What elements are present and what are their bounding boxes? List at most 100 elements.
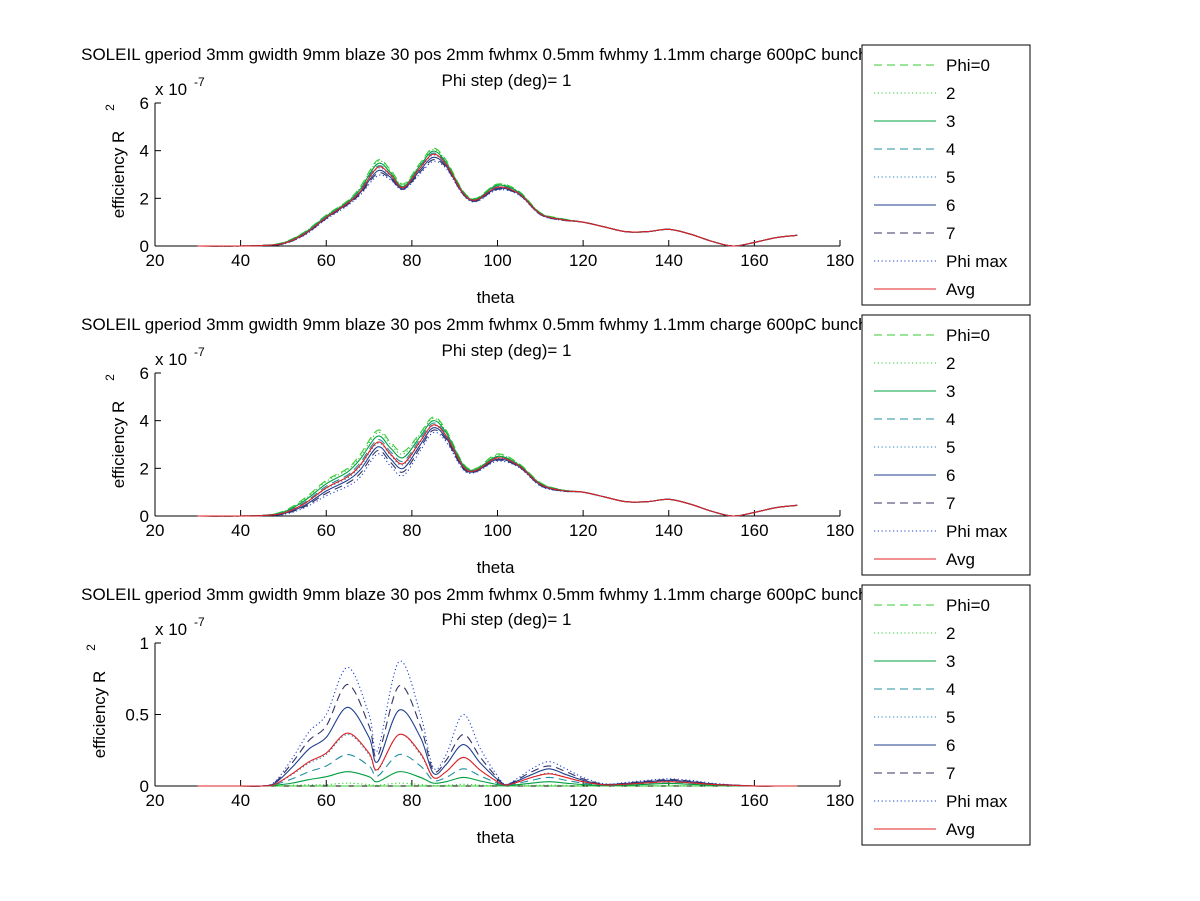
legend-box: [861, 314, 1031, 576]
legend-label: 6: [946, 196, 955, 215]
legend-label: 2: [946, 354, 955, 373]
x-tick-label: 180: [826, 251, 854, 270]
x-tick-label: 120: [569, 251, 597, 270]
legend-label: 6: [946, 736, 955, 755]
x-tick-label: 20: [146, 791, 165, 810]
series-line-6: [197, 706, 798, 787]
y-multiplier-exponent: -7: [194, 615, 205, 629]
y-axis-label: efficiency R: [109, 401, 128, 489]
y-tick-label: 2: [140, 189, 149, 208]
y-axis-label-superscript: 2: [84, 644, 98, 651]
y-tick-label: 0: [140, 507, 149, 526]
series-line-4: [197, 152, 798, 247]
x-tick-label: 160: [740, 521, 768, 540]
y-tick-label: 4: [140, 142, 149, 161]
x-tick-label: 20: [146, 251, 165, 270]
x-tick-label: 60: [317, 791, 336, 810]
y-tick-label: 6: [140, 94, 149, 113]
legend-label: 4: [946, 410, 955, 429]
x-tick-label: 40: [231, 251, 250, 270]
legend-label: 7: [946, 224, 955, 243]
legend-label: 6: [946, 466, 955, 485]
chart-title: SOLEIL gperiod 3mm gwidth 9mm blaze 30 p…: [81, 45, 914, 64]
legend-label: 5: [946, 438, 955, 457]
series-line-4: [197, 422, 798, 517]
y-tick-label: 1: [140, 634, 149, 653]
y-multiplier: x 10: [155, 80, 187, 99]
legend: Phi=0 2 3 4 5 6 7 Phi max Avg: [861, 584, 1031, 846]
chart-subtitle: Phi step (deg)= 1: [442, 341, 572, 360]
x-tick-label: 40: [231, 521, 250, 540]
chart-title: SOLEIL gperiod 3mm gwidth 9mm blaze 30 p…: [81, 585, 914, 604]
series-line-2: [197, 148, 798, 247]
x-tick-label: 140: [655, 791, 683, 810]
series-line-avg: [197, 732, 798, 787]
x-tick-label: 120: [569, 521, 597, 540]
legend-label: 7: [946, 764, 955, 783]
series-line-6: [197, 156, 798, 247]
series-line-5: [197, 424, 798, 517]
legend: Phi=0 2 3 4 5 6 7 Phi max Avg: [861, 314, 1031, 576]
y-tick-label: 0: [140, 777, 149, 796]
y-tick-label: 6: [140, 364, 149, 383]
legend-label: 5: [946, 168, 955, 187]
chart-panel-2: SOLEIL gperiod 3mm gwidth 9mm blaze 30 p…: [81, 314, 1031, 577]
y-tick-label: 4: [140, 412, 149, 431]
x-tick-label: 180: [826, 791, 854, 810]
legend-label: Phi=0: [946, 596, 990, 615]
legend: Phi=0 2 3 4 5 6 7 Phi max Avg: [861, 44, 1031, 306]
series-line-7: [197, 683, 798, 787]
legend-label: Avg: [946, 280, 975, 299]
legend-label: Phi=0: [946, 326, 990, 345]
legend-label: 5: [946, 708, 955, 727]
legend-label: Phi=0: [946, 56, 990, 75]
y-multiplier-exponent: -7: [194, 345, 205, 359]
x-tick-label: 60: [317, 521, 336, 540]
legend-label: 3: [946, 112, 955, 131]
series-line-4: [197, 753, 798, 787]
series-line-3: [197, 420, 798, 517]
y-tick-label: 0: [140, 237, 149, 256]
series-line-5: [197, 733, 798, 787]
x-tick-label: 100: [483, 251, 511, 270]
y-multiplier: x 10: [155, 350, 187, 369]
x-tick-label: 100: [483, 791, 511, 810]
legend-label: 4: [946, 680, 955, 699]
chart-panel-3: SOLEIL gperiod 3mm gwidth 9mm blaze 30 p…: [81, 584, 1031, 847]
series-line-phi-max: [197, 431, 798, 517]
series-line-5: [197, 154, 798, 247]
x-tick-label: 80: [402, 251, 421, 270]
series-line-7: [197, 159, 798, 247]
y-axis-label-superscript: 2: [103, 374, 117, 381]
series-line-phi-max: [197, 160, 798, 247]
series-line-2: [197, 417, 798, 517]
y-tick-label: 0.5: [125, 706, 149, 725]
y-axis-label: efficiency R: [90, 671, 109, 759]
x-tick-label: 60: [317, 251, 336, 270]
series-line-3: [197, 771, 798, 787]
legend-label: 2: [946, 624, 955, 643]
legend-label: Phi max: [946, 792, 1008, 811]
x-tick-label: 80: [402, 521, 421, 540]
series-line-7: [197, 429, 798, 517]
legend-label: Avg: [946, 550, 975, 569]
series-line-2: [197, 782, 798, 787]
series-line-phi-0: [197, 147, 798, 247]
series-line-avg: [197, 153, 798, 247]
x-tick-label: 20: [146, 521, 165, 540]
chart-title: SOLEIL gperiod 3mm gwidth 9mm blaze 30 p…: [81, 315, 914, 334]
y-multiplier: x 10: [155, 620, 187, 639]
chart-subtitle: Phi step (deg)= 1: [442, 71, 572, 90]
x-tick-label: 140: [655, 251, 683, 270]
legend-label: Avg: [946, 820, 975, 839]
x-tick-label: 160: [740, 791, 768, 810]
legend-label: Phi max: [946, 522, 1008, 541]
legend-label: 4: [946, 140, 955, 159]
x-axis-label: theta: [477, 828, 515, 847]
series-line-phi-max: [197, 660, 798, 787]
x-tick-label: 180: [826, 521, 854, 540]
y-multiplier-exponent: -7: [194, 75, 205, 89]
legend-label: 7: [946, 494, 955, 513]
legend-label: 3: [946, 652, 955, 671]
